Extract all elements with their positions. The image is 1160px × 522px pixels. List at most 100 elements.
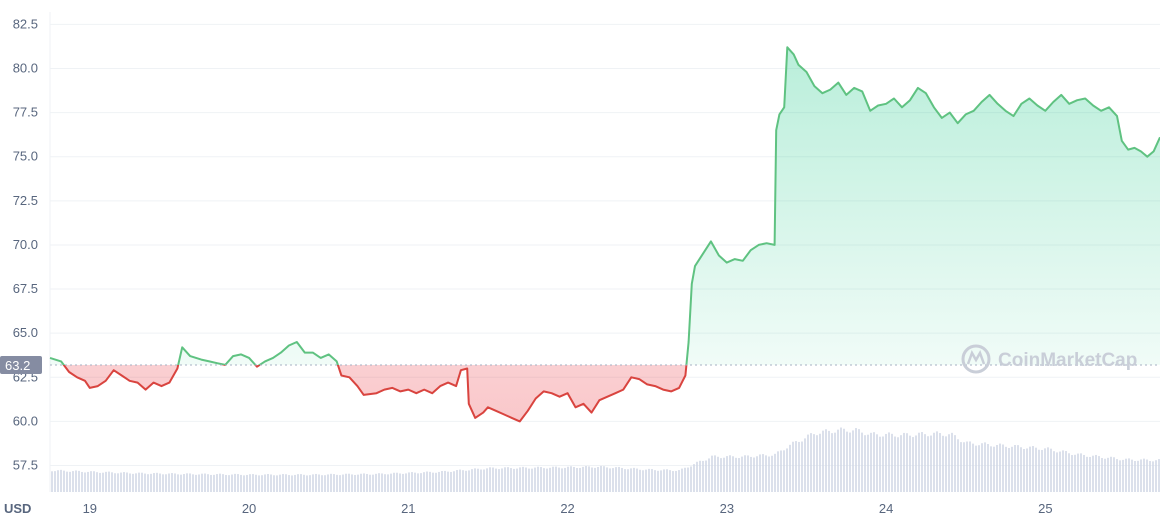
volume-bar bbox=[783, 450, 785, 492]
volume-bar bbox=[78, 470, 80, 492]
volume-bar bbox=[381, 473, 383, 492]
volume-bar bbox=[246, 474, 248, 492]
volume-bar bbox=[123, 472, 125, 492]
volume-bar bbox=[162, 474, 164, 492]
volume-bar bbox=[1041, 449, 1043, 492]
volume-bar bbox=[606, 467, 608, 492]
volume-bar bbox=[1047, 447, 1049, 492]
volume-bar bbox=[546, 468, 548, 492]
volume-bar bbox=[840, 427, 842, 492]
volume-bar bbox=[882, 436, 884, 492]
volume-bar bbox=[57, 470, 59, 492]
volume-bar bbox=[432, 472, 434, 492]
volume-bar bbox=[201, 473, 203, 492]
volume-bar bbox=[705, 460, 707, 492]
volume-bar bbox=[984, 442, 986, 492]
volume-bar bbox=[873, 432, 875, 492]
volume-bar bbox=[867, 434, 869, 492]
volume-bar bbox=[684, 467, 686, 492]
volume-bar bbox=[981, 443, 983, 492]
volume-bar bbox=[237, 474, 239, 492]
volume-bar bbox=[1137, 460, 1139, 492]
volume-bar bbox=[114, 473, 116, 492]
volume-bar bbox=[963, 442, 965, 492]
volume-bar bbox=[387, 474, 389, 492]
volume-bar bbox=[408, 472, 410, 492]
y-tick-label: 77.5 bbox=[13, 105, 38, 120]
volume-bar bbox=[876, 434, 878, 492]
volume-bar bbox=[621, 467, 623, 492]
volume-bar bbox=[402, 473, 404, 492]
volume-bar bbox=[66, 471, 68, 492]
volume-bar bbox=[726, 456, 728, 492]
volume-bar bbox=[831, 433, 833, 492]
volume-bar bbox=[972, 443, 974, 492]
volume-bar bbox=[306, 475, 308, 492]
volume-bar bbox=[699, 460, 701, 492]
volume-bar bbox=[105, 471, 107, 492]
volume-bar bbox=[1107, 457, 1109, 492]
volume-bar bbox=[369, 474, 371, 492]
x-tick-label: 21 bbox=[401, 501, 415, 516]
volume-bar bbox=[843, 428, 845, 492]
volume-bar bbox=[708, 458, 710, 492]
volume-bar bbox=[51, 471, 53, 492]
volume-bar bbox=[777, 451, 779, 492]
volume-bar bbox=[891, 433, 893, 492]
volume-bar bbox=[834, 432, 836, 492]
volume-bar bbox=[666, 469, 668, 492]
volume-bar bbox=[729, 455, 731, 492]
volume-bar bbox=[234, 473, 236, 492]
volume-bar bbox=[552, 466, 554, 492]
volume-bar bbox=[1113, 457, 1115, 492]
volume-bar bbox=[762, 454, 764, 492]
volume-bar bbox=[1002, 444, 1004, 492]
volume-bar bbox=[195, 474, 197, 492]
x-tick-label: 24 bbox=[879, 501, 893, 516]
volume-bar bbox=[351, 474, 353, 492]
volume-bar bbox=[198, 474, 200, 492]
volume-bar bbox=[894, 436, 896, 492]
volume-bar bbox=[327, 474, 329, 492]
x-tick-label: 23 bbox=[720, 501, 734, 516]
volume-bar bbox=[108, 471, 110, 492]
volume-bar bbox=[618, 466, 620, 492]
volume-bar bbox=[558, 467, 560, 492]
volume-bar bbox=[1008, 447, 1010, 492]
volume-bar bbox=[885, 433, 887, 492]
y-tick-label: 67.5 bbox=[13, 281, 38, 296]
volume-bar bbox=[444, 470, 446, 492]
volume-bar bbox=[738, 458, 740, 492]
volume-bar bbox=[1104, 458, 1106, 492]
volume-bar bbox=[513, 468, 515, 492]
volume-bar bbox=[603, 466, 605, 492]
volume-bar bbox=[498, 469, 500, 492]
volume-bar bbox=[423, 472, 425, 492]
volume-bar bbox=[1143, 458, 1145, 492]
volume-bar bbox=[1068, 453, 1070, 492]
volume-bar bbox=[1077, 453, 1079, 492]
volume-bar bbox=[489, 467, 491, 492]
volume-bar bbox=[1080, 453, 1082, 492]
volume-bar bbox=[75, 470, 77, 492]
volume-bar bbox=[1122, 459, 1124, 492]
volume-bar bbox=[933, 432, 935, 492]
reference-price-label: 63.2 bbox=[5, 358, 30, 373]
volume-bar bbox=[453, 471, 455, 492]
volume-bar bbox=[996, 445, 998, 492]
volume-bar bbox=[654, 470, 656, 492]
volume-bar bbox=[771, 455, 773, 492]
volume-bar bbox=[852, 430, 854, 492]
volume-bar bbox=[93, 471, 95, 492]
volume-bar bbox=[132, 473, 134, 492]
volume-bar bbox=[522, 466, 524, 492]
volume-bar bbox=[420, 473, 422, 492]
volume-bar bbox=[510, 468, 512, 492]
volume-bar bbox=[1050, 448, 1052, 492]
volume-bar bbox=[138, 472, 140, 492]
volume-bar bbox=[240, 474, 242, 492]
y-tick-label: 72.5 bbox=[13, 193, 38, 208]
volume-bar bbox=[1053, 451, 1055, 492]
volume-bar bbox=[870, 432, 872, 492]
volume-bar bbox=[675, 470, 677, 492]
